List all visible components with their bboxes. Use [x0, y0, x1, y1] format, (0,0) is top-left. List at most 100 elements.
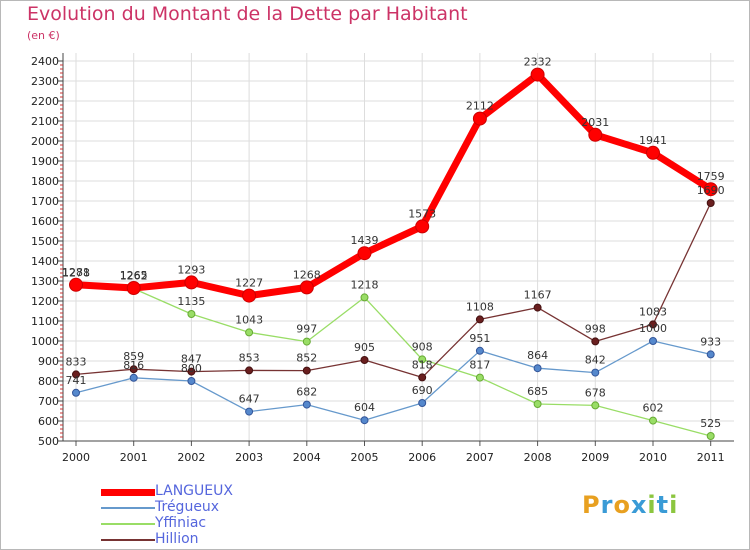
data-label: 842 [585, 354, 606, 367]
data-point [302, 366, 311, 375]
data-point [360, 293, 369, 302]
data-label: 847 [181, 353, 202, 366]
y-tick-label: 1800 [31, 175, 59, 188]
data-label: 1293 [177, 263, 205, 276]
data-label: 525 [700, 417, 721, 430]
data-label: 1227 [235, 277, 263, 290]
data-point [418, 399, 427, 407]
logo-letter: o [613, 491, 631, 519]
y-tick-label: 1500 [31, 235, 59, 248]
data-point [187, 310, 196, 318]
data-point [242, 288, 257, 303]
data-label: 997 [296, 323, 317, 336]
data-label: 833 [66, 355, 87, 368]
data-label: 905 [354, 341, 375, 354]
legend-swatch [101, 523, 155, 525]
data-label: 1759 [697, 170, 725, 183]
data-point [649, 337, 657, 345]
plot-area [63, 53, 734, 441]
chart-subtitle: (en €) [27, 29, 60, 42]
y-tick-label: 1400 [31, 255, 59, 268]
data-point [475, 373, 484, 382]
data-point [357, 246, 372, 261]
data-point [591, 401, 600, 410]
data-point [475, 315, 484, 324]
data-label: 1108 [466, 300, 494, 313]
y-tick-label: 2100 [31, 115, 59, 128]
data-point [415, 219, 430, 234]
data-point [302, 337, 311, 346]
data-label: 1265 [120, 269, 148, 282]
data-point [591, 368, 600, 377]
data-label: 998 [585, 322, 606, 335]
data-label: 604 [354, 401, 375, 414]
x-tick-label: 2010 [639, 451, 667, 464]
data-label: 817 [469, 359, 490, 372]
data-label: 1083 [639, 305, 667, 318]
series-line-trégueux [75, 340, 712, 421]
data-label: 602 [643, 402, 664, 415]
data-label: 1268 [293, 268, 321, 281]
x-tick-label: 2001 [120, 451, 148, 464]
data-label: 1000 [639, 322, 667, 335]
data-label: 859 [123, 350, 144, 363]
data-point [187, 377, 196, 385]
data-label: 741 [66, 374, 87, 387]
y-tick-label: 2200 [31, 95, 59, 108]
series-line-yffiniac [75, 284, 712, 437]
data-label: 2112 [466, 100, 494, 113]
data-label: 1690 [697, 184, 725, 197]
data-point [706, 199, 715, 207]
logo-letter: t [656, 491, 670, 519]
data-point [69, 277, 83, 292]
data-point [530, 67, 545, 82]
x-tick-label: 2000 [62, 451, 90, 464]
y-tick-label: 1900 [31, 155, 59, 168]
data-label: 678 [585, 386, 606, 399]
data-label: 1941 [639, 134, 667, 147]
y-tick-label: 700 [38, 395, 59, 408]
data-label: 1278 [62, 266, 90, 279]
logo-letter: P [582, 491, 601, 519]
x-tick-label: 2008 [524, 451, 552, 464]
data-point [126, 281, 141, 295]
data-label: 951 [469, 332, 490, 345]
data-point [706, 432, 715, 440]
data-point [129, 365, 138, 374]
y-tick-label: 1200 [31, 295, 59, 308]
y-tick-label: 2000 [31, 135, 59, 148]
data-label: 682 [296, 386, 317, 399]
y-tick-label: 2300 [31, 75, 59, 88]
data-point [360, 356, 369, 364]
chart-title: Evolution du Montant de la Dette par Hab… [27, 3, 468, 25]
data-point [533, 303, 542, 312]
legend-label: LANGUEUX [155, 483, 233, 499]
data-label: 1573 [408, 207, 436, 220]
x-tick-label: 2011 [697, 451, 725, 464]
data-point [588, 127, 603, 142]
data-point [649, 416, 657, 425]
data-point [184, 275, 199, 290]
legend-label: Yffiniac [155, 515, 207, 531]
data-label: 852 [296, 352, 317, 365]
data-point [591, 337, 600, 346]
y-tick-label: 1100 [31, 315, 59, 328]
legend-swatch [101, 488, 155, 496]
logo-letter: i [669, 491, 679, 519]
data-label: 1218 [351, 278, 379, 291]
data-point [703, 182, 718, 197]
proxiti-logo: Proxiti [582, 491, 678, 519]
data-point [418, 373, 427, 382]
data-point [129, 373, 138, 382]
x-tick-label: 2004 [293, 451, 321, 464]
data-label: 1262 [120, 270, 148, 283]
y-tick-label: 1600 [31, 215, 59, 228]
logo-letter: x [630, 491, 648, 519]
data-point [706, 350, 715, 359]
data-label: 853 [239, 351, 260, 364]
x-tick-label: 2009 [581, 451, 609, 464]
data-point [646, 145, 660, 160]
data-point [72, 370, 80, 379]
